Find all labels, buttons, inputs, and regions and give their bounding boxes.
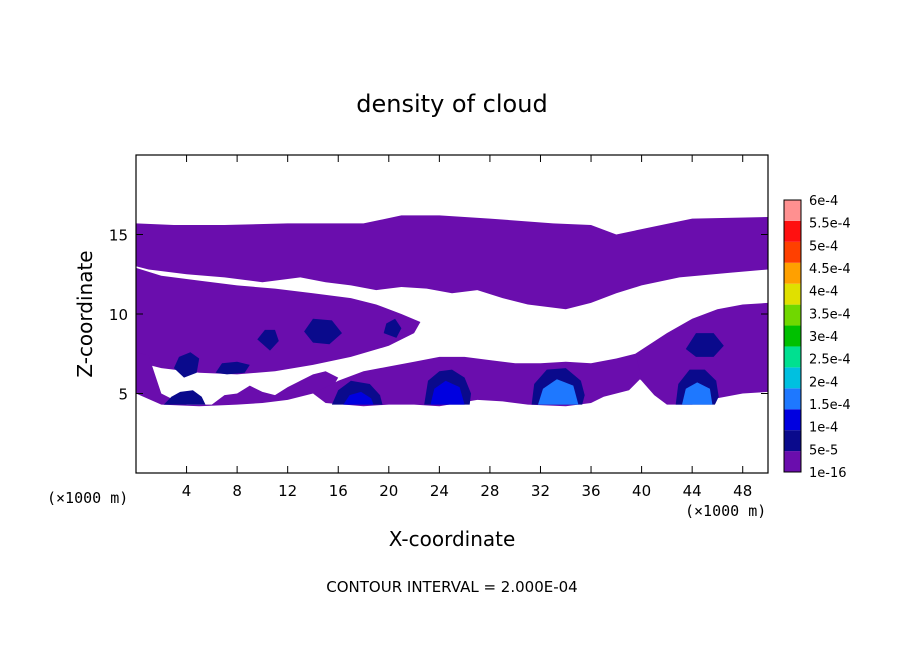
y-tick-label: 5: [118, 386, 128, 404]
colorbar-frame: [783, 199, 802, 473]
colorbar-label: 3.5e-4: [809, 307, 851, 322]
x-unit-label: (×1000 m): [685, 502, 766, 520]
colorbar-label: 5e-5: [809, 443, 838, 458]
x-tick-label: 44: [683, 482, 702, 500]
x-tick-label: 12: [278, 482, 297, 500]
colorbar-swatch: [784, 283, 801, 305]
cloud-region-14: [304, 318, 342, 345]
x-tick-label: 28: [480, 482, 499, 500]
cloud-region-13: [257, 329, 279, 351]
cloud-region-11: [173, 352, 200, 378]
colorbar-label: 2.5e-4: [809, 353, 851, 368]
cloud-region-12: [215, 361, 250, 375]
colorbar-swatch: [784, 409, 801, 431]
cloud-region-1: [136, 215, 768, 310]
colorbar-swatch: [784, 430, 801, 452]
colorbar-label: 4e-4: [809, 285, 838, 300]
colorbar-label: 1e-16: [809, 466, 847, 481]
x-tick-label: 40: [632, 482, 651, 500]
cloud-region-17: [343, 391, 374, 405]
chart-title: density of cloud: [356, 90, 547, 118]
x-tick-label: 4: [182, 482, 192, 500]
colorbar-label: 5.5e-4: [809, 217, 851, 232]
cloud-region-15: [383, 318, 402, 338]
colorbar-swatch: [784, 241, 801, 263]
cloud-region-2: [136, 267, 421, 375]
colorbar-label: 3e-4: [809, 330, 838, 345]
cloud-region-19: [538, 379, 579, 405]
contour-interval-note: CONTOUR INTERVAL = 2.000E-04: [326, 578, 577, 596]
colorbar: 1e-16 5e-5 1e-4 1.5e-4 2e-4 2.5e-4 3e-4 3.5e-4 4…: [783, 194, 851, 481]
colorbar-swatch: [784, 388, 801, 410]
x-tick-label: 36: [581, 482, 600, 500]
x-tick-label: 16: [329, 482, 348, 500]
x-tick-label: 20: [379, 482, 398, 500]
x-tick-label: 32: [531, 482, 550, 500]
x-axis-label: X-coordinate: [389, 527, 516, 551]
colorbar-swatch: [784, 451, 801, 472]
colorbar-swatch: [784, 262, 801, 284]
y-tick-label: 10: [109, 306, 128, 324]
colorbar-swatch: [784, 200, 801, 221]
x-tick-label: 8: [232, 482, 242, 500]
y-unit-label: (×1000 m): [47, 489, 128, 507]
cloud-region-16: [685, 333, 724, 357]
colorbar-label: 2e-4: [809, 375, 838, 390]
colorbar-label: 6e-4: [809, 194, 838, 209]
colorbar-label: 1.5e-4: [809, 398, 851, 413]
cloud-region-18: [430, 380, 465, 405]
colorbar-swatch: [784, 304, 801, 326]
colorbar-swatch: [784, 325, 801, 347]
cloud-region-3: [136, 352, 339, 407]
x-tick-label: 24: [430, 482, 449, 500]
y-tick-label: 15: [109, 227, 128, 245]
colorbar-label: 4.5e-4: [809, 262, 851, 277]
colorbar-swatch: [784, 346, 801, 368]
colorbar-label: 5e-4: [809, 239, 838, 254]
cloud-region-20: [682, 382, 713, 405]
y-axis-label: Z-coordinate: [73, 250, 97, 377]
colorbar-swatch: [784, 367, 801, 389]
x-tick-label: 48: [733, 482, 752, 500]
colorbar-label: 1e-4: [809, 421, 838, 436]
colorbar-swatch: [784, 220, 801, 242]
cloud-region-6: [163, 390, 206, 405]
